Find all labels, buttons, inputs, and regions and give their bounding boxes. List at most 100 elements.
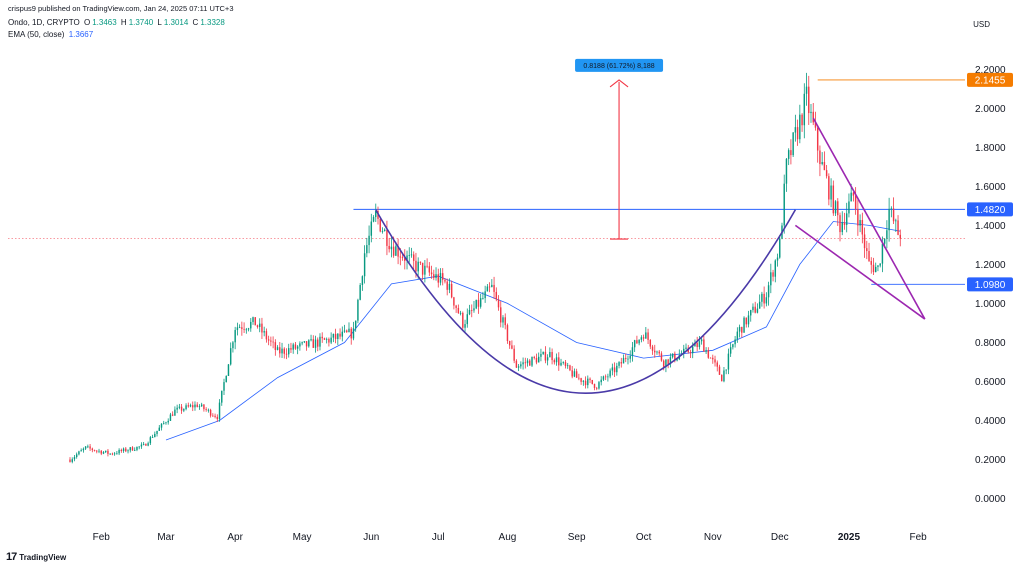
candle-body	[573, 371, 576, 377]
candle	[810, 103, 812, 123]
high-label: H	[120, 18, 127, 27]
candle-body	[524, 362, 527, 364]
candle	[442, 268, 444, 286]
candle-body	[111, 453, 114, 455]
candle	[611, 363, 614, 376]
candle	[232, 340, 234, 353]
candle-body	[214, 415, 216, 417]
candle-body	[71, 459, 73, 462]
candle-body	[267, 339, 270, 341]
candle-body	[613, 367, 616, 373]
candle	[227, 363, 230, 377]
candle	[877, 264, 879, 272]
candle	[341, 326, 344, 342]
candle	[584, 376, 587, 389]
candle	[89, 443, 91, 451]
candle-body	[122, 448, 125, 452]
candle	[796, 119, 799, 146]
candle-body	[816, 127, 819, 151]
candle	[314, 335, 317, 353]
candle	[408, 247, 410, 263]
candle-body	[787, 150, 790, 159]
candle-body	[747, 315, 750, 325]
candle	[892, 197, 895, 225]
candle-body	[299, 343, 301, 347]
x-tick-label: Dec	[771, 532, 789, 543]
candle	[897, 215, 899, 236]
candle-body	[401, 257, 404, 258]
candle-body	[89, 446, 91, 449]
tradingview-logo-text: TradingView	[19, 552, 67, 562]
candle-body	[468, 309, 471, 315]
y-tick-label: 0.0000	[975, 494, 1006, 505]
candle	[571, 366, 573, 379]
candle-body	[375, 211, 377, 218]
candle	[593, 383, 596, 391]
candle	[263, 326, 265, 337]
candle-body	[774, 260, 777, 277]
candle-body	[247, 328, 250, 330]
candle-body	[473, 308, 475, 311]
candle	[165, 421, 167, 425]
candle-body	[633, 340, 636, 348]
candle-body	[593, 383, 596, 388]
candle	[466, 308, 469, 328]
candle-body	[821, 162, 823, 165]
candle-body	[689, 352, 692, 354]
candle-body	[455, 305, 457, 308]
time-axis[interactable]: Feb Mar Apr May Jun Jul Aug Sep Oct Nov Dec 2025 Feb	[93, 532, 928, 543]
candle	[555, 353, 558, 366]
candle-body	[776, 257, 779, 261]
candle	[118, 448, 120, 456]
candle-body	[658, 351, 660, 354]
candle	[98, 448, 100, 454]
candle	[245, 327, 248, 334]
candle	[705, 347, 707, 355]
candle	[294, 342, 297, 350]
candle	[346, 329, 348, 333]
candle-body	[205, 409, 207, 410]
candle	[589, 377, 591, 384]
candle	[198, 404, 201, 410]
candle	[212, 413, 214, 417]
candle	[596, 386, 598, 391]
candle-body	[591, 379, 593, 384]
currency-label[interactable]: USD	[973, 20, 990, 29]
candle-body	[120, 449, 123, 452]
candle	[279, 341, 281, 358]
candle	[410, 247, 413, 258]
candle-body	[636, 340, 638, 344]
candle-body	[500, 307, 502, 323]
candle-body	[698, 341, 701, 347]
symbol-label[interactable]: Ondo, 1D, CRYPTO	[8, 18, 80, 27]
candle-body	[390, 246, 393, 250]
candle	[321, 332, 323, 343]
candle	[71, 457, 73, 464]
candle	[104, 450, 107, 454]
candle-body	[546, 357, 549, 361]
x-tick-label: 2025	[838, 532, 861, 543]
candle	[209, 408, 212, 418]
candle-body	[691, 346, 694, 354]
candle	[252, 316, 254, 325]
candle-body	[892, 208, 895, 222]
candle	[160, 423, 163, 431]
candle	[658, 349, 660, 356]
x-tick-label: Sep	[568, 532, 586, 543]
ema-label[interactable]: EMA (50, close)	[8, 30, 65, 39]
candle-body	[138, 446, 140, 448]
candle-body	[779, 238, 781, 258]
candle	[73, 455, 76, 462]
candle	[638, 339, 640, 346]
candle-body	[227, 364, 230, 376]
candle	[372, 215, 375, 223]
candle-body	[616, 365, 618, 373]
candle	[647, 328, 649, 344]
price-axis[interactable]: 2.2000 2.0000 1.8000 1.6000 1.4000 1.2000 1.00…	[967, 65, 1013, 505]
candle-body	[339, 333, 341, 337]
candle	[848, 193, 850, 218]
candle-body	[709, 357, 712, 359]
candle-body	[379, 218, 381, 232]
candle	[879, 263, 881, 268]
